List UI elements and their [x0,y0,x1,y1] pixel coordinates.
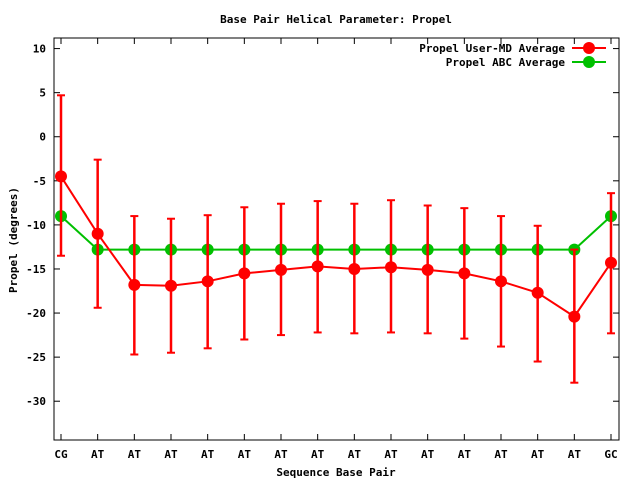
x-tick-label: CG [54,448,68,461]
x-axis-label: Sequence Base Pair [276,466,396,479]
data-point [385,261,397,274]
x-tick-label: AT [311,448,325,461]
y-tick-label: -20 [26,307,46,320]
data-point [238,267,251,280]
x-tick-label: AT [274,448,288,461]
legend-marker [583,42,595,54]
data-point [495,275,507,288]
data-point [165,279,177,292]
y-tick-label: 0 [39,131,46,144]
y-axis-label: Propel (degrees) [7,187,20,293]
data-point [311,260,324,273]
x-tick-label: AT [458,448,472,461]
data-point [55,170,67,183]
x-tick-label: AT [421,448,435,461]
legend-marker [583,56,595,68]
series-user-md [55,94,617,384]
legend-label-user-md: Propel User-MD Average [419,42,565,55]
x-tick-label: GC [604,448,617,461]
data-point [275,263,287,276]
data-point [91,227,104,240]
y-tick-label: 5 [39,87,46,100]
x-tick-label: AT [348,448,362,461]
y-tick-label: -15 [26,263,46,276]
data-point [605,256,617,269]
series-line [60,215,612,251]
legend-label-abc: Propel ABC Average [446,56,566,69]
x-tick-label: AT [128,448,142,461]
x-tick-label: AT [91,448,105,461]
x-tick-label: AT [201,448,215,461]
x-tick-label: AT [164,448,178,461]
y-tick-label: -25 [26,351,46,364]
plot-frame [53,37,620,441]
data-point [531,286,544,299]
legend: Propel User-MD Average Propel ABC Averag… [419,42,606,69]
y-tick-label: -30 [26,395,46,408]
data-point [201,275,214,288]
x-tick-label: AT [384,448,398,461]
x-tick-label: AT [568,448,582,461]
x-tick-label: AT [494,448,508,461]
y-tick-label: 10 [33,43,46,56]
data-point [348,262,361,275]
y-tick-label: -10 [26,219,46,232]
y-tick-label: -5 [33,175,46,188]
data-point [458,267,471,280]
series-line [60,175,612,318]
x-tick-label: AT [531,448,545,461]
data-point [128,278,141,291]
x-tick-label: AT [238,448,252,461]
data-point [421,263,434,276]
data-point [568,310,581,323]
chart-title: Base Pair Helical Parameter: Propel [220,13,452,26]
series-abc [55,210,617,256]
